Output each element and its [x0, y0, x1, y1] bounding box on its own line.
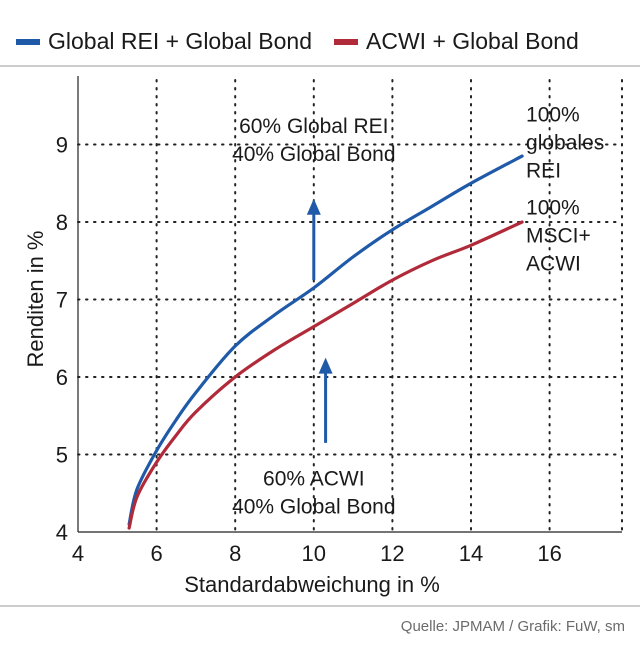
- legend: Global REI + Global Bond ACWI + Global B…: [16, 28, 579, 54]
- y-tick-label: 5: [56, 443, 68, 468]
- annotation-acwi-end-line: MSCI+: [526, 224, 591, 247]
- series-line-rei: [127, 154, 524, 526]
- axes: 4 5 6 7 8 9 4 6 8 10 12 14 16: [56, 76, 622, 566]
- source-text: Quelle: JPMAM / Grafik: FuW, sm: [401, 618, 625, 635]
- x-tick-label: 6: [150, 541, 162, 566]
- x-tick-label: 14: [459, 541, 483, 566]
- grid: [77, 79, 623, 533]
- x-tick-label: 12: [380, 541, 404, 566]
- y-tick-label: 6: [56, 365, 68, 390]
- annotation-rei-end-line: globales: [526, 131, 604, 154]
- annotation-bottom-line: 60% ACWI: [263, 468, 365, 491]
- legend-swatch-acwi: [334, 39, 358, 45]
- annotation-top-line: 40% Global Bond: [232, 143, 395, 166]
- arrow-up-acwi-head: [318, 357, 333, 374]
- annotation-top-line: 60% Global REI: [239, 115, 388, 138]
- x-axis-title: Standardabweichung in %: [184, 572, 440, 597]
- annotation-rei-end-line: 100%: [526, 103, 580, 126]
- arrows-layer: [306, 198, 333, 443]
- legend-label-rei: Global REI + Global Bond: [48, 28, 312, 54]
- y-tick-label: 9: [56, 133, 68, 158]
- legend-swatch-rei: [16, 39, 40, 45]
- arrow-up-rei-head: [306, 198, 321, 215]
- series-layer: [127, 154, 524, 530]
- annotation-bottom-line: 40% Global Bond: [232, 496, 395, 519]
- x-tick-label: 10: [302, 541, 326, 566]
- annotations-layer: 60% Global REI 40% Global Bond 60% ACWI 40%…: [232, 103, 604, 518]
- x-tick-label: 4: [72, 541, 84, 566]
- annotation-rei-end-line: REI: [526, 159, 561, 182]
- series-line-acwi: [127, 220, 524, 530]
- legend-label-acwi: ACWI + Global Bond: [366, 28, 579, 54]
- y-tick-label: 7: [56, 288, 68, 313]
- y-tick-label: 8: [56, 210, 68, 235]
- annotation-acwi-end-line: ACWI: [526, 252, 581, 275]
- x-tick-label: 8: [229, 541, 241, 566]
- annotation-acwi-end-line: 100%: [526, 196, 580, 219]
- y-axis-title: Renditen in %: [23, 231, 48, 368]
- x-tick-label: 16: [537, 541, 561, 566]
- y-tick-label: 4: [56, 520, 68, 545]
